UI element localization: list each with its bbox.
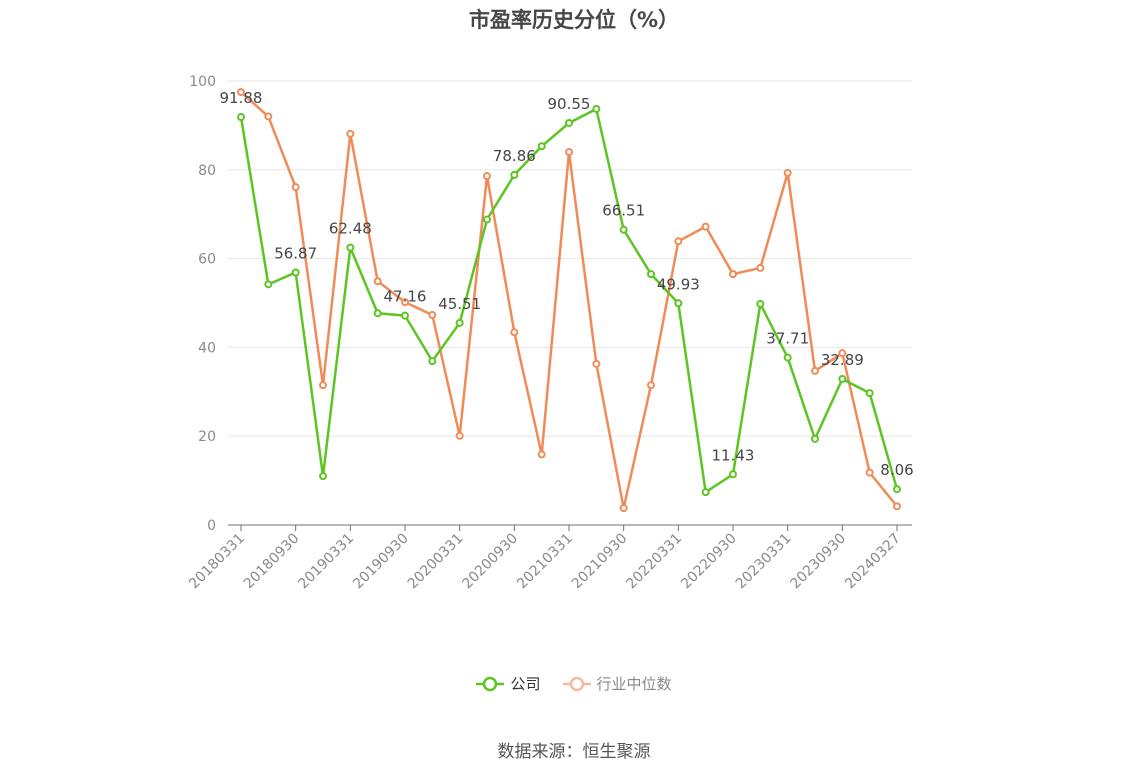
company-point [619,225,628,234]
data-label: 37.71 [766,330,809,348]
company-point [537,142,546,151]
industry-point [619,504,628,513]
industry-point [373,277,382,286]
x-tick-label: 20200930 [459,531,521,593]
industry-point [838,349,847,358]
company-point [893,485,901,494]
company-point [428,357,437,366]
y-tick-label: 100 [189,74,216,90]
company-point [783,353,792,362]
y-tick-label: 80 [198,163,216,179]
legend-industry-swatch-icon [562,676,591,691]
industry-point [264,112,273,121]
company-point [510,170,519,179]
industry-point [783,168,792,177]
data-label: 45.51 [438,295,481,313]
data-label: 78.86 [493,147,536,165]
source-note: 数据来源：恒生聚源 [497,742,651,762]
industry-point [428,310,437,319]
x-tick-label: 20180930 [241,531,303,593]
legend-label-company: 公司 [510,675,541,693]
grid-lines [228,80,912,437]
company-point [291,268,300,277]
legend-item-industry[interactable]: 行业中位数 [562,673,672,694]
company-point [455,318,464,327]
industry-point [647,381,655,390]
data-label: 90.55 [548,95,591,113]
data-label: 8.06 [880,461,913,479]
industry-point [510,328,519,337]
data-label: 32.89 [821,351,864,369]
company-point [756,299,765,308]
data-labels: 91.88 56.87 62.48 47.16 45.51 78.86 90.55 66.51… [220,89,914,479]
industry-point [811,366,819,375]
x-tick-label: 20220331 [623,531,685,593]
data-label: 49.93 [657,275,700,293]
series-layer [237,88,901,513]
company-point [647,270,655,279]
industry-point [592,359,601,368]
industry-point [756,263,765,272]
data-label: 56.87 [274,244,317,262]
x-tick-label: 20230930 [787,531,849,593]
industry-point [537,450,546,459]
x-tick-label: 20200331 [405,531,467,593]
y-tick-label: 20 [198,429,216,445]
data-label: 66.51 [602,202,645,220]
company-point [674,299,683,308]
data-label: 62.48 [329,220,372,238]
x-tick-label: 20230331 [733,531,795,593]
x-tick-label: 20210930 [569,531,631,593]
company-series-line [239,107,899,494]
data-label: 11.43 [712,446,755,464]
company-point [401,311,409,320]
legend-label-industry: 行业中位数 [596,675,672,693]
company-point [264,280,273,289]
company-point [729,470,737,479]
y-tick-label: 60 [198,252,216,268]
company-point [811,434,819,443]
industry-point [455,431,464,440]
legend-company-swatch-icon [476,676,505,691]
y-tick-label: 40 [198,340,216,356]
company-point [319,472,327,481]
x-tick-label: 20220930 [678,531,740,593]
industry-point [319,381,327,390]
chart-title: 市盈率历史分位（%） [468,8,680,32]
company-point [483,215,491,224]
data-label: 47.16 [384,288,427,306]
x-tick-label: 20240327 [842,531,904,593]
company-point [565,118,573,127]
company-point [373,309,382,318]
company-point [838,374,847,383]
legend-item-company[interactable]: 公司 [476,673,541,694]
company-point [865,389,874,398]
company-point [346,243,355,252]
industry-point [346,129,355,138]
industry-point [674,237,683,246]
data-label: 91.88 [220,89,263,107]
industry-point [893,502,901,511]
x-tick-label: 20190331 [295,531,357,593]
x-tick-label: 20180331 [186,531,248,593]
industry-point [865,468,874,477]
industry-point [291,183,300,192]
legend: 公司 行业中位数 [0,673,1148,694]
industry-point [729,270,737,279]
industry-point [401,298,409,307]
industry-point [237,88,245,97]
company-point [701,488,710,497]
x-tick-label: 20210331 [514,531,576,593]
industry-point [483,172,491,181]
x-tick-label: 20190930 [350,531,412,593]
industry-point [565,148,573,157]
industry-point [701,222,710,231]
company-point [592,104,601,113]
y-tick-label: 0 [207,518,216,534]
company-point [237,113,245,122]
